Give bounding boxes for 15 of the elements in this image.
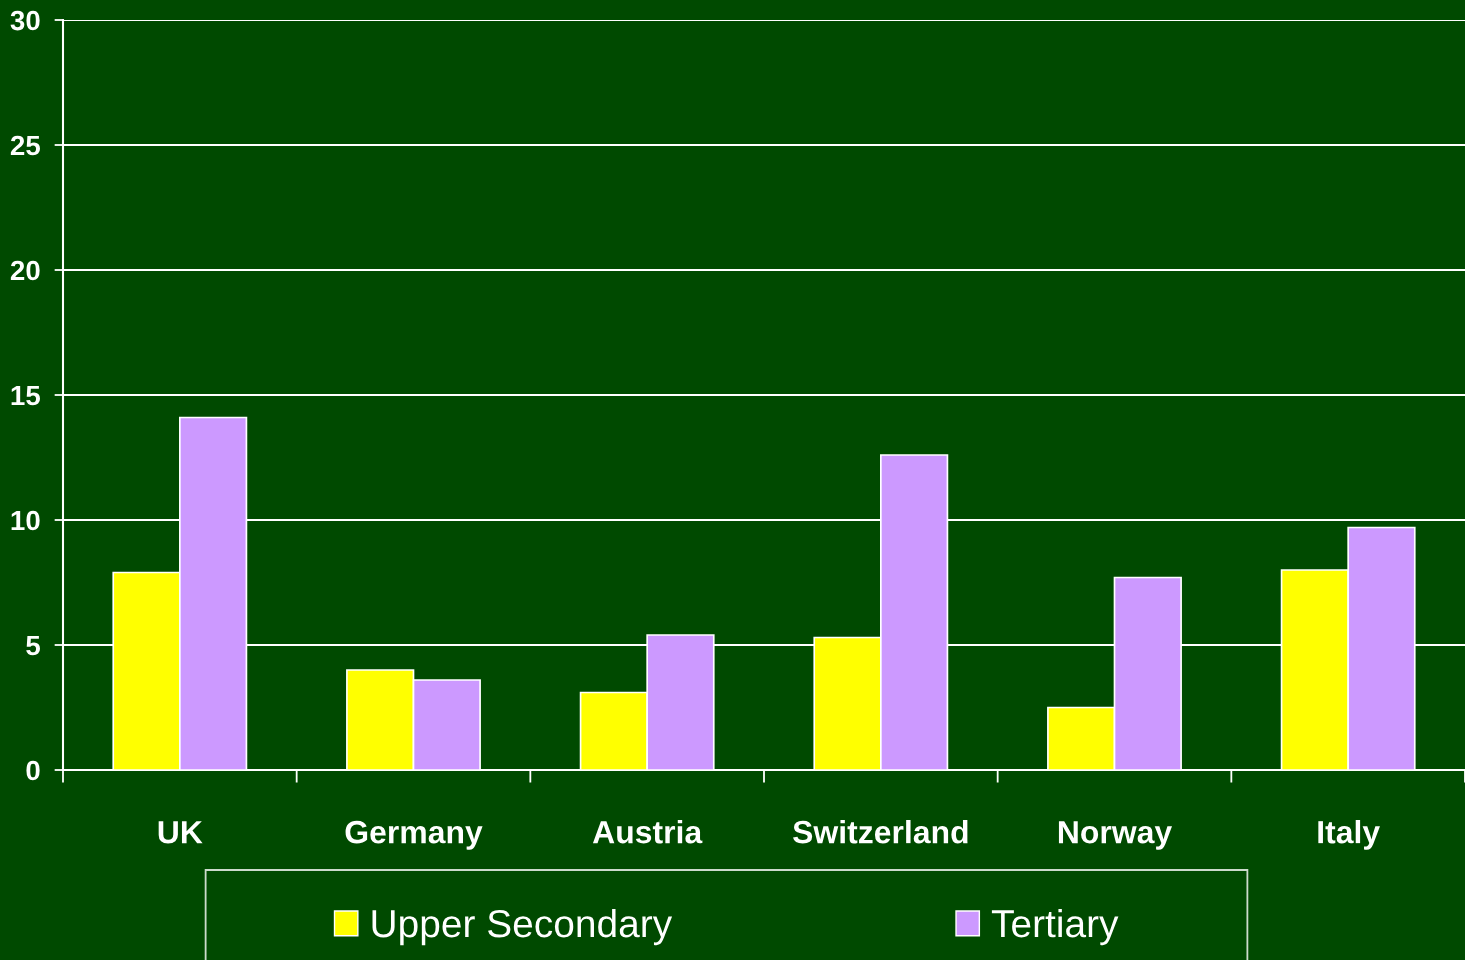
y-tick-label: 25 [10,135,41,156]
y-tick-label: 5 [26,635,41,656]
legend-label: Upper Secondary [372,908,673,946]
y-tick-label: 20 [10,260,40,281]
x-tick-label: Germany [345,820,483,850]
x-tick-label: Italy [1318,820,1380,850]
x-tick-label: UK [158,821,203,844]
x-tick-label: Switzerland [793,820,968,844]
legend-label: Tertiary [991,908,1119,946]
y-tick-label: 0 [26,760,40,781]
y-tick-label: 30 [10,10,40,31]
y-tick-label: 15 [11,385,41,406]
x-tick-label: Norway [1058,821,1173,850]
y-tick-label: 10 [11,510,40,531]
x-tick-label: Austria [592,820,703,844]
